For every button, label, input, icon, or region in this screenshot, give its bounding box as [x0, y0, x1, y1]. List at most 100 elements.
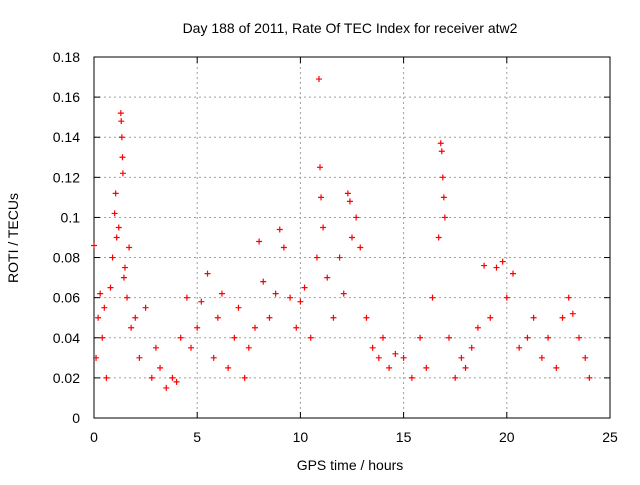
data-point [115, 224, 122, 231]
data-point [569, 310, 576, 317]
plot-frame [93, 56, 611, 419]
data-point [439, 174, 446, 181]
data-point [214, 314, 221, 321]
data-point [119, 154, 126, 161]
data-point [128, 324, 135, 331]
data-point [340, 290, 347, 297]
data-point [132, 314, 139, 321]
data-series [91, 76, 593, 391]
data-point [509, 270, 516, 277]
data-point [235, 304, 242, 311]
data-point [307, 334, 314, 341]
data-point [218, 290, 225, 297]
x-axis-label: GPS time / hours [297, 457, 404, 473]
data-point [441, 214, 448, 221]
data-point [553, 364, 560, 371]
data-point [99, 334, 106, 341]
x-tick-label: 10 [293, 429, 309, 445]
data-point [272, 290, 279, 297]
data-point [111, 210, 118, 217]
data-point [225, 364, 232, 371]
data-point [276, 226, 283, 233]
data-point [118, 118, 125, 125]
data-point [169, 374, 176, 381]
data-point [386, 364, 393, 371]
data-point [538, 354, 545, 361]
data-point [293, 324, 300, 331]
y-tick-label: 0.06 [53, 290, 80, 306]
data-point [559, 314, 566, 321]
x-tick-label: 25 [602, 429, 618, 445]
data-point [565, 294, 572, 301]
y-tick-label: 0.1 [61, 209, 81, 225]
data-point [142, 304, 149, 311]
data-point [313, 254, 320, 261]
data-point [194, 324, 201, 331]
data-point [545, 334, 552, 341]
x-tick-label: 5 [193, 429, 201, 445]
data-point [320, 224, 327, 231]
y-tick-label: 0.12 [53, 169, 80, 185]
data-point [462, 364, 469, 371]
data-point [524, 334, 531, 341]
data-point [487, 314, 494, 321]
data-point [297, 298, 304, 305]
data-point [136, 354, 143, 361]
x-tick-label: 15 [396, 429, 412, 445]
data-point [118, 134, 125, 141]
data-point [231, 334, 238, 341]
data-point [392, 350, 399, 357]
data-point [353, 214, 360, 221]
data-point [379, 334, 386, 341]
y-tick-label: 0.16 [53, 89, 80, 105]
y-tick-label: 0.02 [53, 370, 80, 386]
data-point [245, 344, 252, 351]
data-point [315, 76, 322, 83]
data-point [516, 344, 523, 351]
data-point [493, 264, 500, 271]
data-point [474, 324, 481, 331]
data-point [438, 148, 445, 155]
data-point [429, 294, 436, 301]
data-point [173, 378, 180, 385]
data-point [324, 274, 331, 281]
data-point [330, 314, 337, 321]
data-point [157, 364, 164, 371]
data-point [363, 314, 370, 321]
x-tick-label: 0 [90, 429, 98, 445]
data-point [317, 164, 324, 171]
y-tick-label: 0.14 [53, 129, 80, 145]
data-point [107, 284, 114, 291]
data-point [400, 354, 407, 361]
data-point [109, 254, 116, 261]
x-axis: 0 5 10 15 20 25 [90, 57, 618, 445]
data-point [266, 314, 273, 321]
data-point [481, 262, 488, 269]
data-point [210, 354, 217, 361]
data-point [117, 110, 124, 117]
data-point [287, 294, 294, 301]
data-point [499, 258, 506, 265]
data-point [417, 334, 424, 341]
y-tick-label: 0.08 [53, 250, 80, 266]
data-point [95, 314, 102, 321]
data-point [251, 324, 258, 331]
data-point [256, 238, 263, 245]
data-point [586, 374, 593, 381]
data-point [437, 140, 444, 147]
data-point [375, 354, 382, 361]
data-point [318, 194, 325, 201]
y-tick-label: 0 [72, 410, 80, 426]
data-point [344, 190, 351, 197]
data-point [369, 344, 376, 351]
data-point [112, 190, 119, 197]
data-point [576, 334, 583, 341]
data-point [346, 198, 353, 205]
data-point [301, 284, 308, 291]
data-point [103, 374, 110, 381]
data-point [163, 384, 170, 391]
data-point [530, 314, 537, 321]
data-point [148, 374, 155, 381]
data-point [93, 354, 100, 361]
